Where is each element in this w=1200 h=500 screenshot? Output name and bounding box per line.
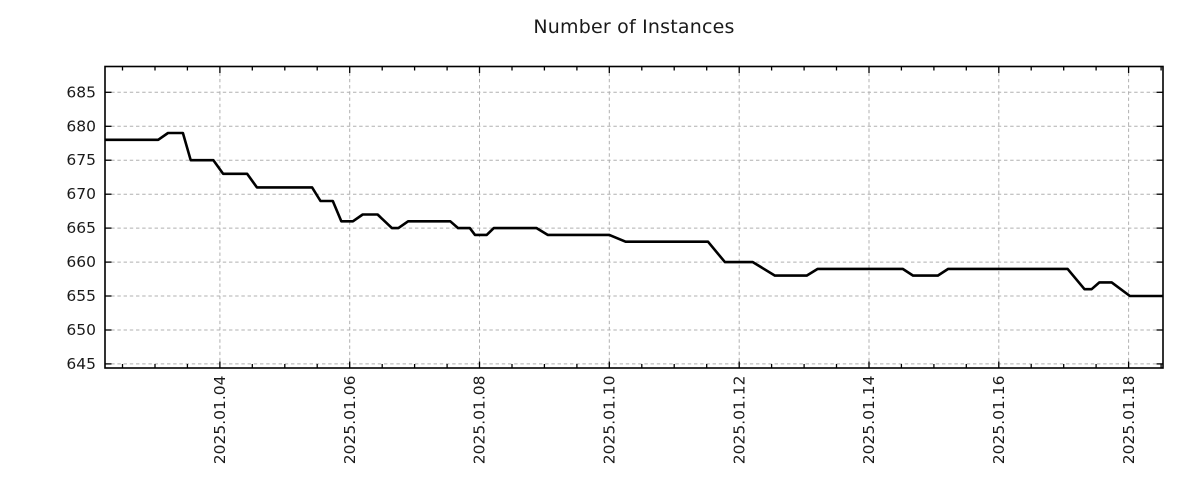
y-tick-label: 645 — [66, 355, 96, 373]
x-tick-label: 2025.01.06 — [341, 376, 359, 465]
y-tick-label: 650 — [66, 321, 96, 339]
x-tick-label: 2025.01.18 — [1120, 376, 1138, 465]
plot-frame — [104, 65, 1164, 369]
x-tick-label: 2025.01.16 — [990, 376, 1008, 465]
y-tick-label: 675 — [66, 151, 96, 169]
x-tick-label: 2025.01.04 — [211, 376, 229, 465]
y-tick-label: 660 — [66, 253, 96, 271]
x-tick-label: 2025.01.14 — [860, 376, 878, 465]
y-tick-label: 670 — [66, 185, 96, 203]
x-tick-label: 2025.01.08 — [471, 376, 489, 465]
y-tick-label: 665 — [66, 219, 96, 237]
chart-title: Number of Instances — [533, 16, 735, 38]
y-tick-label: 655 — [66, 287, 96, 305]
y-tick-label: 685 — [66, 83, 96, 101]
x-tick-label: 2025.01.10 — [601, 376, 619, 465]
x-tick-label: 2025.01.12 — [730, 376, 748, 465]
y-tick-label: 680 — [66, 117, 96, 135]
data-line — [105, 131, 1163, 298]
